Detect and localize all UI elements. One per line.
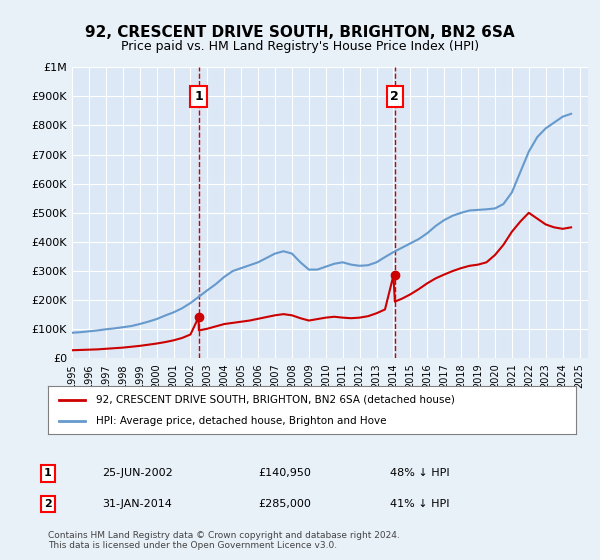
Text: 25-JUN-2002: 25-JUN-2002 (102, 468, 173, 478)
Text: 92, CRESCENT DRIVE SOUTH, BRIGHTON, BN2 6SA (detached house): 92, CRESCENT DRIVE SOUTH, BRIGHTON, BN2 … (95, 395, 454, 405)
Text: 2: 2 (44, 499, 52, 509)
Text: 92, CRESCENT DRIVE SOUTH, BRIGHTON, BN2 6SA: 92, CRESCENT DRIVE SOUTH, BRIGHTON, BN2 … (85, 25, 515, 40)
Text: 1: 1 (44, 468, 52, 478)
Text: 1: 1 (194, 90, 203, 103)
Text: £285,000: £285,000 (258, 499, 311, 509)
Text: Contains HM Land Registry data © Crown copyright and database right 2024.
This d: Contains HM Land Registry data © Crown c… (48, 530, 400, 550)
Text: Price paid vs. HM Land Registry's House Price Index (HPI): Price paid vs. HM Land Registry's House … (121, 40, 479, 53)
Text: 31-JAN-2014: 31-JAN-2014 (102, 499, 172, 509)
Text: 48% ↓ HPI: 48% ↓ HPI (390, 468, 449, 478)
Text: 2: 2 (391, 90, 399, 103)
Text: £140,950: £140,950 (258, 468, 311, 478)
Text: 41% ↓ HPI: 41% ↓ HPI (390, 499, 449, 509)
Text: HPI: Average price, detached house, Brighton and Hove: HPI: Average price, detached house, Brig… (95, 416, 386, 426)
